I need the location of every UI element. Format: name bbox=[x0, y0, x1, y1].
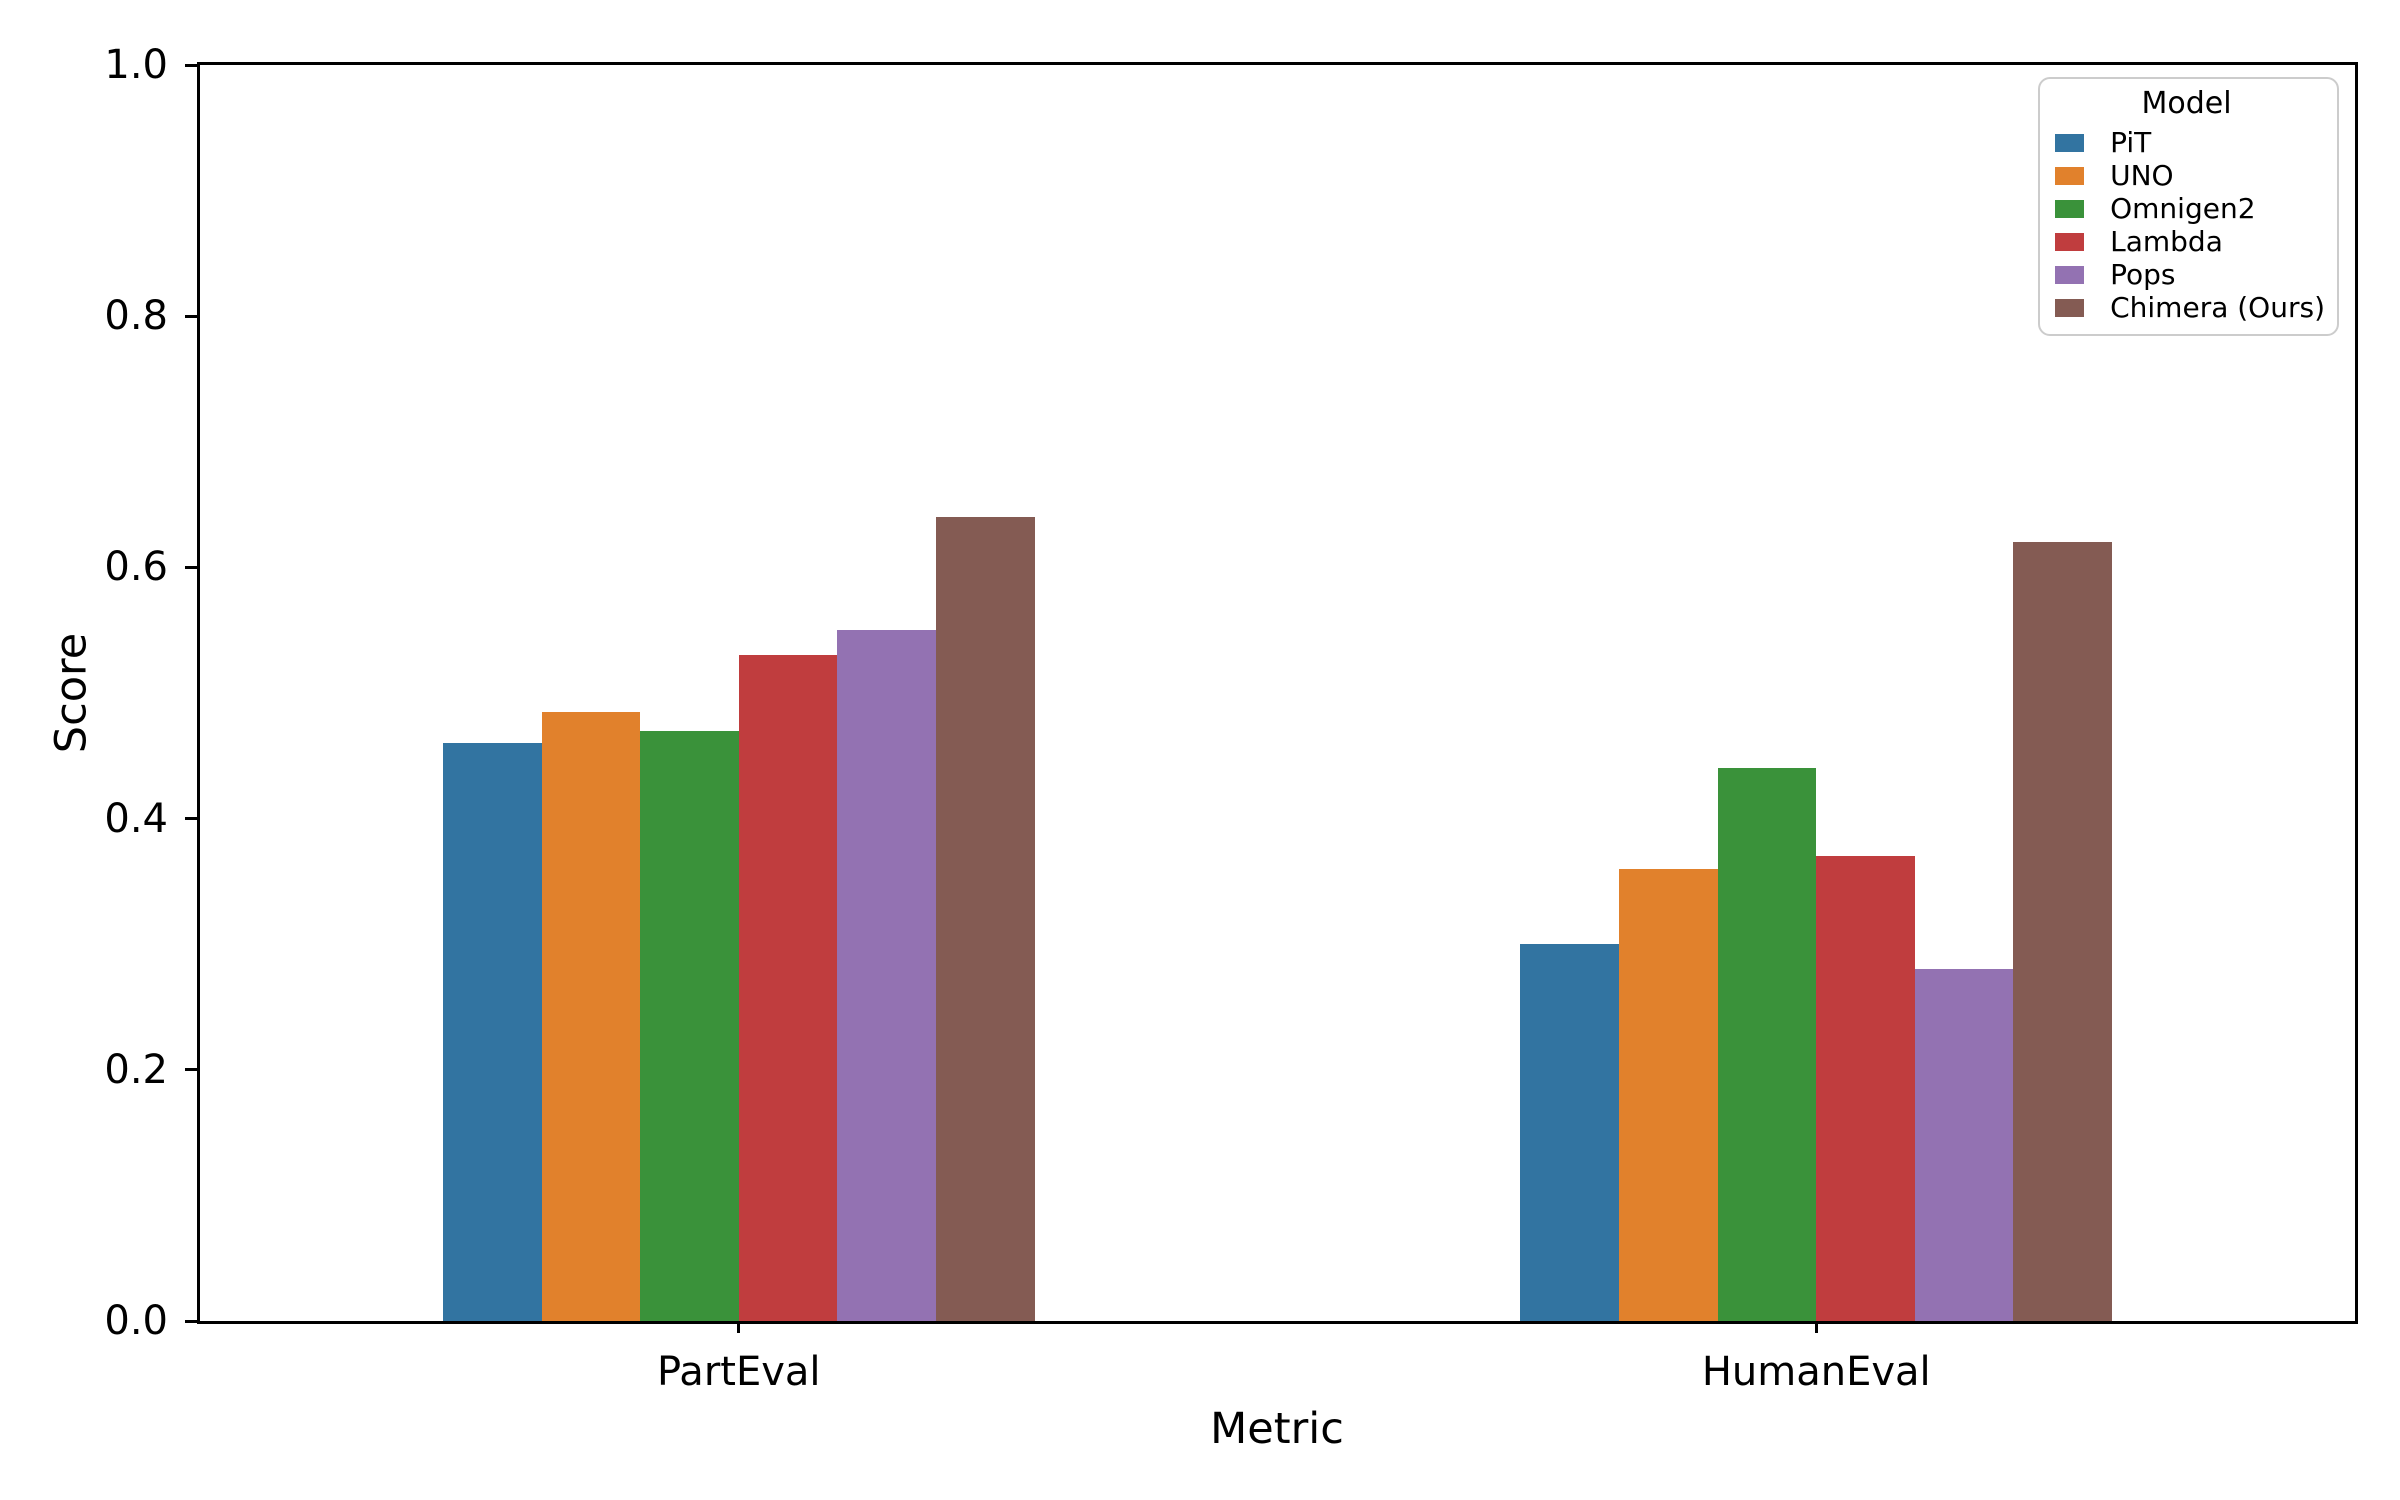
legend-swatch bbox=[2055, 133, 2085, 152]
y-tick bbox=[185, 1068, 197, 1072]
legend-swatch bbox=[2055, 265, 2085, 284]
bar bbox=[1520, 944, 1620, 1321]
x-tick-label: HumanEval bbox=[1701, 1349, 1931, 1395]
bar bbox=[1619, 868, 1718, 1321]
y-axis-title: Score bbox=[46, 632, 97, 754]
y-tick-label: 0.0 bbox=[104, 1298, 168, 1344]
bar bbox=[640, 730, 739, 1321]
x-tick bbox=[737, 1321, 741, 1333]
bar bbox=[442, 743, 542, 1321]
legend-swatch bbox=[2055, 298, 2085, 317]
y-tick-label: 0.4 bbox=[104, 795, 168, 842]
bar bbox=[541, 711, 641, 1321]
legend-row: PiT bbox=[2048, 126, 2325, 159]
y-tick-label: 0.8 bbox=[104, 293, 168, 340]
legend-row: Pops bbox=[2048, 258, 2325, 291]
y-tick bbox=[185, 817, 197, 821]
bar bbox=[1816, 856, 1915, 1321]
legend-title: Model bbox=[2141, 86, 2232, 121]
bar bbox=[935, 517, 1035, 1321]
legend-item-label: UNO bbox=[2110, 158, 2174, 192]
y-tick-label: 0.2 bbox=[104, 1046, 168, 1093]
legend-swatch bbox=[2055, 166, 2085, 185]
y-tick bbox=[185, 565, 197, 569]
x-tick-label: PartEval bbox=[656, 1349, 821, 1395]
legend-row: UNO bbox=[2048, 159, 2325, 192]
legend-item-label: Lambda bbox=[2110, 224, 2223, 258]
y-tick bbox=[185, 1319, 197, 1323]
plot-area: 0.0 0.2 0.4 0.6 0.8 1.0 PartEval HumanEval Model… bbox=[104, 45, 2358, 1393]
legend-item-label: Pops bbox=[2110, 257, 2176, 291]
y-tick-label: 0.6 bbox=[104, 544, 168, 591]
x-tick bbox=[1814, 1321, 1818, 1333]
y-tick bbox=[185, 63, 197, 67]
bar bbox=[2013, 542, 2112, 1321]
bar bbox=[1717, 768, 1817, 1321]
legend-row: Chimera (Ours) bbox=[2048, 291, 2325, 324]
legend-item-label: Omnigen2 bbox=[2110, 191, 2256, 225]
x-axis-title: Metric bbox=[1210, 1404, 1344, 1454]
legend-item-label: PiT bbox=[2110, 125, 2152, 159]
y-tick-label: 1.0 bbox=[104, 42, 168, 88]
legend-swatch bbox=[2055, 199, 2085, 218]
legend-row: Lambda bbox=[2048, 225, 2325, 258]
bar bbox=[738, 655, 838, 1321]
bar bbox=[1914, 969, 2014, 1321]
legend-item-label: Chimera (Ours) bbox=[2110, 290, 2325, 324]
bar bbox=[837, 630, 936, 1321]
legend: Model PiT UNO Omnigen2 Lambda Pops Chimera (Ou… bbox=[2038, 77, 2339, 336]
y-tick bbox=[185, 314, 197, 318]
legend-row: Omnigen2 bbox=[2048, 192, 2325, 225]
legend-swatch bbox=[2055, 232, 2085, 251]
